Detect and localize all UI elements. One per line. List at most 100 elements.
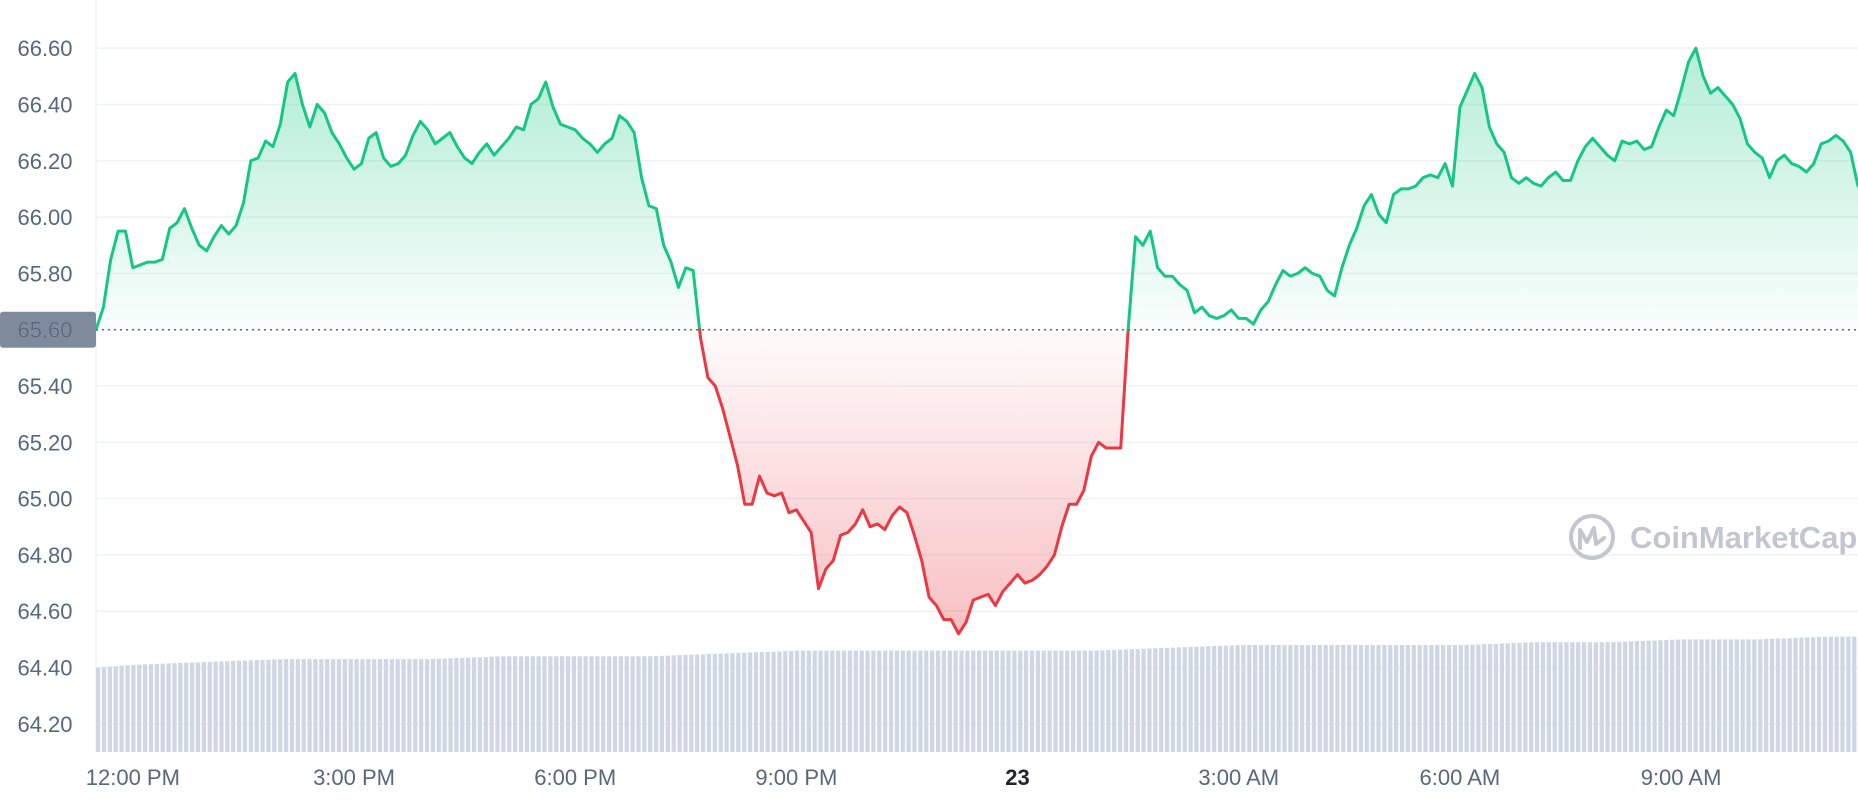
volume-bar xyxy=(924,650,929,752)
y-tick-label: 64.60 xyxy=(17,599,72,624)
volume-bar xyxy=(131,664,136,752)
volume-bar xyxy=(1476,644,1481,752)
volume-bar xyxy=(583,656,588,752)
volume-bar xyxy=(166,663,171,752)
volume-bar xyxy=(219,661,224,752)
volume-bar xyxy=(712,653,717,752)
volume-bar xyxy=(1552,642,1557,752)
volume-bar xyxy=(1335,645,1340,752)
area-above-baseline xyxy=(1128,48,1858,330)
volume-bar xyxy=(636,656,641,752)
watermark-text: CoinMarketCap xyxy=(1630,520,1857,555)
volume-bar xyxy=(383,659,389,752)
volume-bar xyxy=(1628,641,1634,752)
volume-bar xyxy=(454,658,459,752)
volume-bar xyxy=(189,662,195,752)
y-tick-label: 65.20 xyxy=(17,430,72,455)
volume-bar xyxy=(1317,645,1322,752)
volume-bar xyxy=(1417,645,1422,752)
volume-bar xyxy=(248,660,253,752)
volume-bar xyxy=(589,656,594,752)
volume-bar xyxy=(1082,650,1087,752)
volume-bar xyxy=(1611,642,1616,752)
volume-bar xyxy=(1558,642,1563,752)
volume-bar xyxy=(1517,642,1522,752)
volume-bar xyxy=(671,655,676,752)
volume-bar xyxy=(1470,644,1475,752)
volume-bar xyxy=(1364,645,1369,752)
volume-bar xyxy=(436,658,441,752)
volume-bar xyxy=(172,663,177,752)
volume-bar xyxy=(1834,636,1839,752)
volume-bar xyxy=(1206,646,1211,752)
volume-bar xyxy=(736,652,741,752)
volume-bar xyxy=(953,650,958,752)
volume-bar xyxy=(1482,644,1487,752)
volume-bar xyxy=(1153,648,1158,752)
volume-bar xyxy=(1229,645,1234,752)
volume-bar xyxy=(1376,645,1381,752)
volume-bar xyxy=(824,650,829,752)
volume-bar xyxy=(336,659,342,752)
volume-bar xyxy=(1106,650,1111,752)
volume-bar xyxy=(1235,645,1240,752)
volume-bar xyxy=(1088,650,1093,752)
volume-bar xyxy=(354,659,359,752)
volume-bar xyxy=(977,650,982,752)
volume-bar xyxy=(612,656,618,752)
y-tick-label: 65.80 xyxy=(17,261,72,286)
volume-bar xyxy=(137,664,142,752)
volume-bar xyxy=(1811,637,1816,752)
volume-bar xyxy=(1769,638,1775,752)
volume-bar xyxy=(836,650,841,752)
y-tick-label: 66.60 xyxy=(17,36,72,61)
x-tick-label: 3:00 AM xyxy=(1198,765,1279,790)
volume-bar xyxy=(1511,643,1516,752)
volume-bar xyxy=(812,650,817,752)
volume-bar xyxy=(289,659,295,752)
volume-bar xyxy=(178,662,183,752)
volume-bar xyxy=(360,659,365,752)
volume-bar xyxy=(789,650,794,752)
volume-bar xyxy=(830,650,835,752)
y-tick-label: 66.20 xyxy=(17,149,72,174)
volume-bar xyxy=(1775,638,1781,752)
volume-bar xyxy=(1311,645,1317,752)
volume-bar xyxy=(1018,650,1023,752)
volume-bar xyxy=(1435,645,1440,752)
volume-bar xyxy=(1458,645,1463,752)
volume-bar xyxy=(207,661,212,752)
volume-bar xyxy=(1728,639,1734,752)
volume-bar xyxy=(295,659,300,752)
volume-bar xyxy=(1446,645,1452,752)
volume-bar xyxy=(1781,638,1786,752)
volume-bars xyxy=(96,636,1857,752)
volume-bar xyxy=(618,656,623,752)
volume-bar xyxy=(794,650,800,752)
volume-bar xyxy=(1799,637,1804,752)
volume-bar xyxy=(1159,648,1164,752)
y-tick-label: 65.00 xyxy=(17,487,72,512)
volume-bar xyxy=(1076,650,1082,752)
volume-bar xyxy=(659,655,665,752)
volume-bar xyxy=(1264,645,1270,752)
volume-bar xyxy=(389,659,394,752)
volume-bar xyxy=(442,658,447,752)
volume-bar xyxy=(536,656,541,752)
volume-bar xyxy=(1141,648,1146,752)
volume-bar xyxy=(1288,645,1293,752)
volume-bar xyxy=(601,656,606,752)
volume-bar xyxy=(730,653,735,752)
volume-bar xyxy=(195,662,201,752)
volume-bar xyxy=(554,656,559,752)
volume-bar xyxy=(742,652,747,752)
volume-bar xyxy=(1117,649,1123,752)
volume-bar xyxy=(460,657,465,752)
x-tick-label: 9:00 AM xyxy=(1641,765,1722,790)
volume-bar xyxy=(1523,642,1528,752)
volume-bar xyxy=(319,659,324,752)
volume-bar xyxy=(148,664,154,752)
volume-bar xyxy=(1065,650,1070,752)
volume-bar xyxy=(184,662,189,752)
